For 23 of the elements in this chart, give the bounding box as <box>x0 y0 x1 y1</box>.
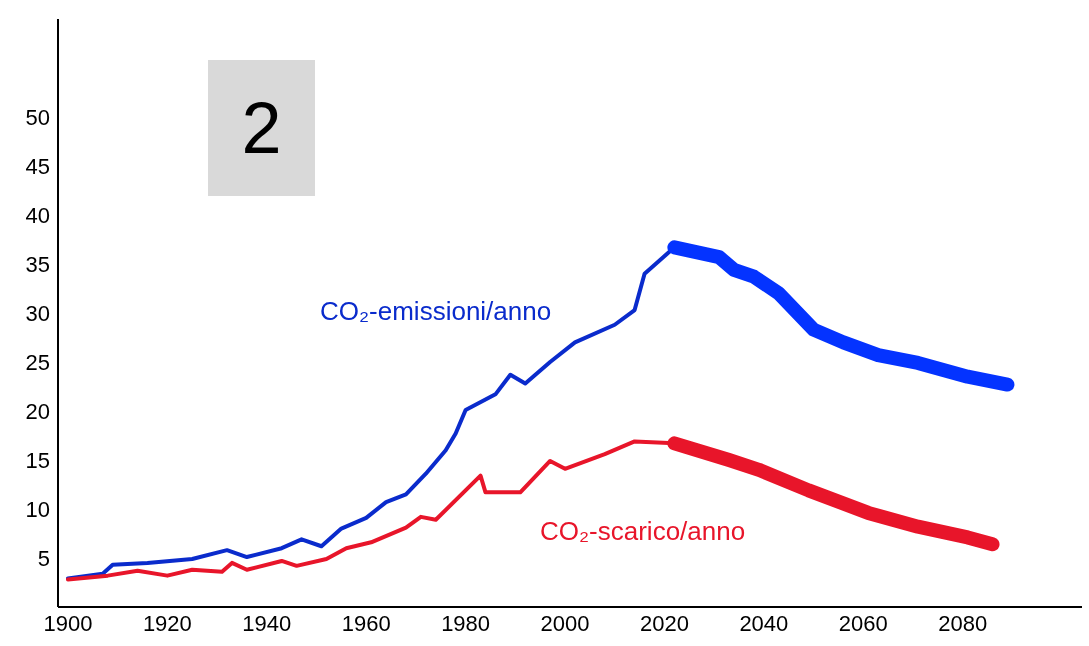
x-tick-label: 1980 <box>441 610 491 636</box>
y-tick-label: 45 <box>25 153 50 179</box>
y-tick-label: 5 <box>37 545 50 571</box>
y-tick-label: 50 <box>25 104 50 130</box>
x-tick-label: 2020 <box>639 610 689 636</box>
y-tick-label: 20 <box>25 398 50 424</box>
series-label: CO₂-emissioni/anno <box>320 296 552 327</box>
x-tick-label: 1940 <box>242 610 292 636</box>
y-tick-label: 10 <box>25 496 50 522</box>
x-tick-label: 2080 <box>938 610 988 636</box>
x-tick-label: 2040 <box>739 610 789 636</box>
y-tick-label: 30 <box>25 300 50 326</box>
y-tick-label: 40 <box>25 202 50 228</box>
annotation: 2 <box>208 60 315 196</box>
x-tick-label: 2060 <box>838 610 888 636</box>
y-tick-label: 15 <box>25 447 50 473</box>
x-tick-label: 1960 <box>341 610 391 636</box>
series-label: CO₂-scarico/anno <box>540 516 746 547</box>
x-tick-label: 1920 <box>142 610 192 636</box>
y-tick-label: 25 <box>25 349 50 375</box>
y-tick-label: 35 <box>25 251 50 277</box>
x-tick-label: 1900 <box>43 610 93 636</box>
x-tick-label: 2000 <box>540 610 590 636</box>
